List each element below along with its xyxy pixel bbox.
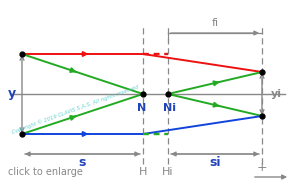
Text: Copyright © 2019 CLAVIS S.A.S. All rights reserved: Copyright © 2019 CLAVIS S.A.S. All right… (11, 83, 139, 135)
Text: yi: yi (271, 89, 281, 99)
Text: +: + (257, 161, 267, 174)
Text: y: y (8, 88, 16, 101)
Text: click to enlarge: click to enlarge (8, 167, 83, 177)
Text: Hi: Hi (162, 167, 174, 177)
Text: si: si (209, 156, 221, 169)
Text: fi: fi (212, 18, 219, 28)
Text: Ni: Ni (163, 103, 176, 113)
Text: N: N (137, 103, 147, 113)
Text: s: s (79, 156, 86, 169)
Text: H: H (139, 167, 147, 177)
